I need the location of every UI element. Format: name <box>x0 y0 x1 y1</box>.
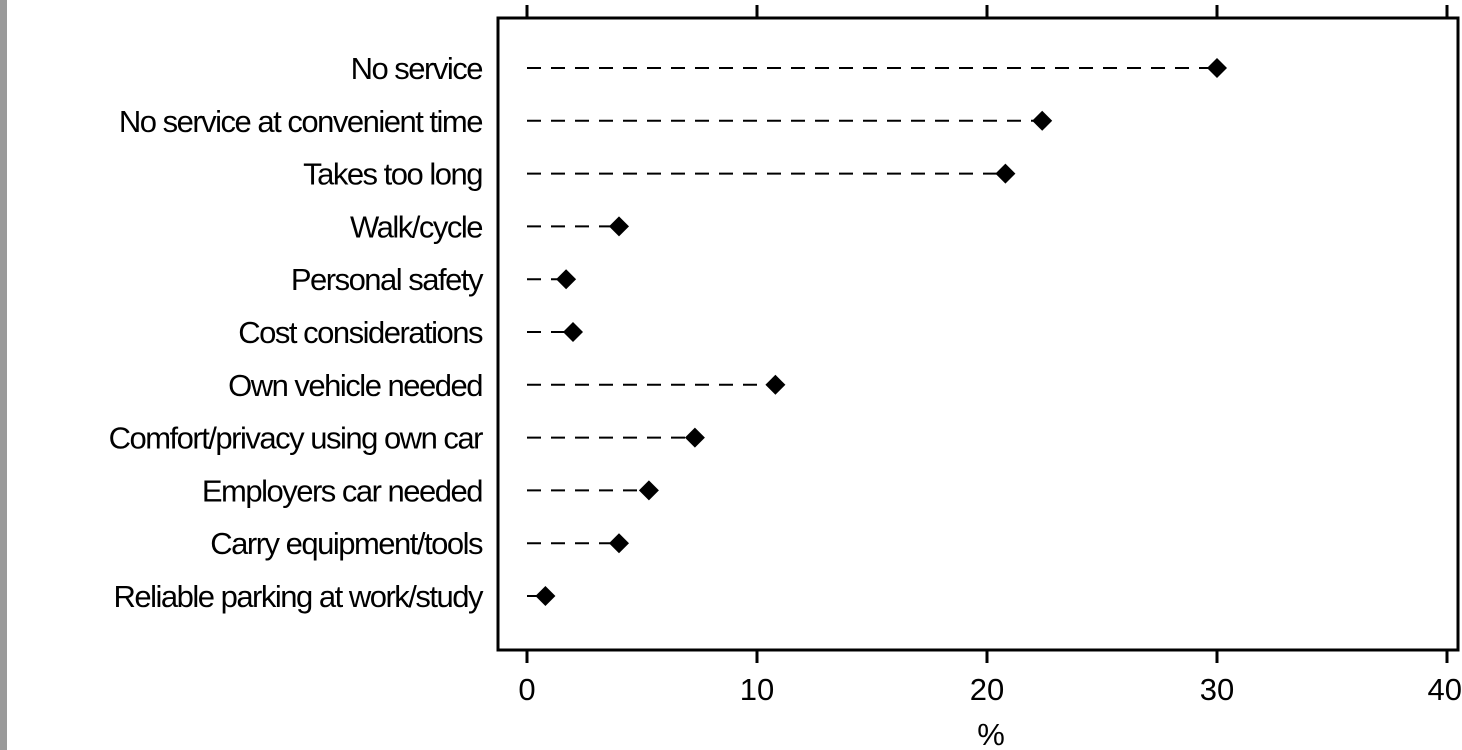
data-point <box>684 427 705 448</box>
x-tick-label: 40 <box>1428 672 1462 707</box>
data-point <box>556 269 577 290</box>
x-axis-ticks <box>525 5 1449 663</box>
category-label: Reliable parking at work/study <box>113 579 484 614</box>
left-edge-bar <box>0 0 7 750</box>
x-axis-title: % <box>977 717 1005 750</box>
category-label: Comfort/privacy using own car <box>109 421 484 456</box>
data-markers <box>535 58 1227 606</box>
category-label: Cost considerations <box>238 315 483 350</box>
leader-lines <box>527 67 1217 597</box>
data-point <box>765 374 786 395</box>
plot-area-frame <box>496 16 1460 652</box>
data-point <box>609 533 629 554</box>
category-label: Takes too long <box>303 157 482 192</box>
x-tick-label: 20 <box>970 672 1004 707</box>
x-tick-label: 30 <box>1200 672 1234 707</box>
data-point <box>563 322 583 342</box>
x-tick-label: 0 <box>518 672 535 707</box>
category-label: Walk/cycle <box>350 209 482 244</box>
data-point <box>609 216 629 237</box>
data-point <box>535 586 556 606</box>
data-point <box>995 163 1016 184</box>
category-label: Own vehicle needed <box>228 368 482 403</box>
data-point <box>1207 58 1227 78</box>
x-axis-tick-labels: 0 10 20 30 40 <box>518 672 1462 707</box>
category-label: No service <box>351 51 483 86</box>
data-point <box>1032 110 1053 131</box>
category-label: Personal safety <box>291 262 484 297</box>
x-tick-label: 10 <box>740 672 774 707</box>
category-label: Employers car needed <box>202 473 482 508</box>
category-label: No service at convenient time <box>119 104 482 139</box>
data-point <box>638 480 659 501</box>
category-labels: No service No service at convenient time T… <box>109 51 486 614</box>
category-label: Carry equipment/tools <box>210 526 483 561</box>
